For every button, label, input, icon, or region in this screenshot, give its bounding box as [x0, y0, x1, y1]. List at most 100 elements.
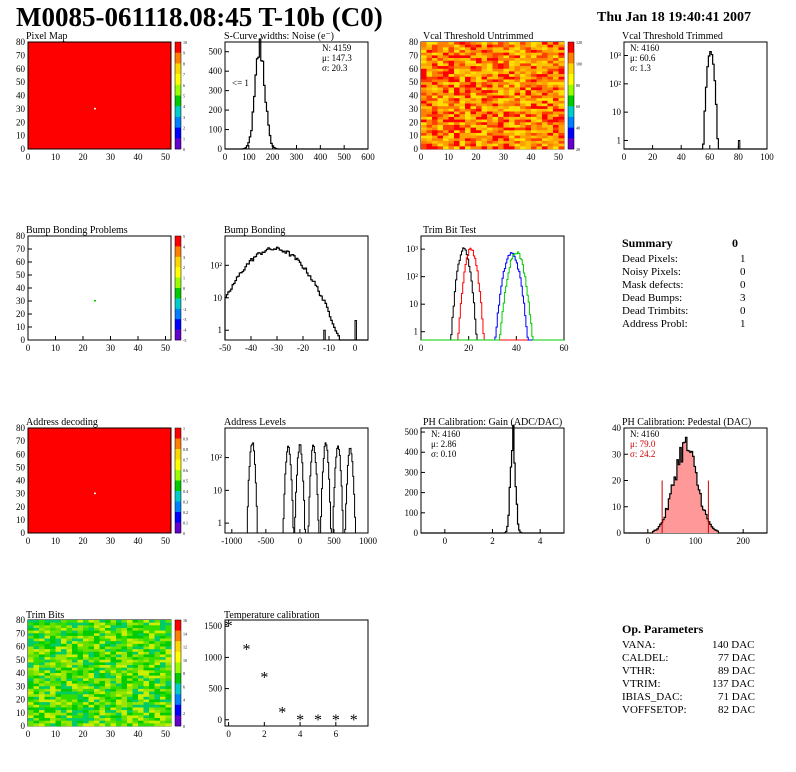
vcal-untrimmed-cell: [459, 103, 466, 107]
vcal-untrimmed-cell: [465, 111, 471, 115]
trim-bits-cell: [61, 723, 67, 727]
vcal-untrimmed-cell: [542, 82, 548, 86]
vcal-untrimmed-cell: [454, 44, 460, 48]
vcal-untrimmed-cell: [542, 132, 548, 136]
trim-bits-cell: [83, 665, 89, 668]
pedestal-ytick-label-3: 30: [612, 449, 622, 459]
trim-bits-cell: [77, 635, 84, 639]
trim-bits-cell: [28, 627, 34, 631]
trim-bits-cell: [149, 662, 155, 666]
address-decoding-xtick-label-5: 50: [161, 536, 171, 546]
vcal-untrimmed-cell: [503, 55, 510, 59]
trim-bits-ytick-label-4: 40: [16, 668, 26, 678]
vcal-untrimmed-cell: [525, 66, 532, 70]
bump-map-palette-label-4: 1: [183, 276, 185, 281]
vcal-untrimmed-cell: [547, 106, 554, 110]
trim-bits-cell: [116, 712, 122, 716]
vcal-untrimmed-cell: [432, 47, 438, 51]
vcal-untrimmed-cell: [509, 106, 515, 110]
summary-label-1: Noisy Pixels:: [622, 266, 681, 278]
trim-bits-cell: [66, 659, 73, 663]
vcal-untrimmed-cell: [437, 103, 444, 107]
trim-bits-cell: [83, 620, 89, 623]
vcal-untrimmed-cell: [426, 124, 433, 128]
vcal-untrimmed-cell: [492, 130, 499, 134]
trim-bits-cell: [116, 704, 122, 708]
pixel-map-xtick-label-5: 50: [161, 152, 171, 162]
trim-bits-cell: [165, 654, 172, 658]
trim-bits-cell: [127, 683, 133, 687]
trim-bits-cell: [88, 633, 95, 637]
trim-bits-cell: [154, 630, 161, 634]
vcal-untrimmed-cell: [558, 116, 565, 120]
trim-bits-cell: [132, 670, 139, 674]
vcal-untrimmed-cell: [525, 60, 532, 64]
trim-bits-cell: [116, 688, 122, 692]
vcal-untrimmed-cell: [421, 98, 427, 102]
vcal-untrimmed-cell: [465, 50, 471, 53]
trim-bits-cell: [149, 630, 155, 634]
trim-bit-test-series-2: [421, 252, 564, 341]
trim-bits-cell: [121, 654, 128, 658]
trim-bits-cell: [55, 718, 62, 721]
vcal-untrimmed-cell: [481, 68, 488, 72]
vcal-untrimmed-cell: [514, 100, 521, 104]
vcal-untrimmed-cell: [514, 55, 521, 59]
trim-bits-cell: [83, 723, 89, 727]
vcal-untrimmed-cell: [481, 87, 488, 91]
vcal-untrimmed-cell: [470, 124, 477, 128]
vcal-untrimmed-cell: [558, 74, 565, 78]
vcal-untrimmed-cell: [465, 58, 471, 62]
trim-bits-cell: [138, 720, 144, 724]
vcal-untrimmed-cell: [481, 58, 488, 62]
trim-bits-cell: [33, 620, 40, 623]
trim-bits-cell: [61, 657, 67, 661]
trim-bits-cell: [50, 683, 56, 687]
trim-bits-cell: [77, 673, 84, 676]
vcal-untrimmed-cell: [426, 135, 433, 139]
vcal-untrimmed-cell: [448, 132, 455, 136]
trim-bits-cell: [55, 720, 62, 724]
trim-bits-cell: [94, 657, 100, 661]
trim-bits-cell: [50, 665, 56, 668]
trim-bits-cell: [143, 630, 150, 634]
trim-bits-cell: [33, 625, 40, 629]
pixel-map-ytick-label-1: 10: [16, 131, 26, 141]
vcal-untrimmed-cell: [503, 52, 510, 56]
trim-bits-cell: [44, 704, 51, 708]
op-value-4: 71 DAC: [718, 691, 755, 703]
trim-bits-cell: [121, 638, 128, 642]
vcal-untrimmed-cell: [536, 143, 543, 147]
vcal-untrimmed-cell: [531, 98, 537, 102]
trim-bits-cell: [28, 670, 34, 674]
trim-bits-cell: [138, 699, 144, 703]
trim-bits-cell: [105, 691, 111, 695]
vcal-untrimmed-cell: [509, 63, 515, 67]
trim-bits-cell: [99, 657, 106, 661]
vcal-untrimmed-cell: [426, 58, 433, 62]
vcal-untrimmed-cell: [547, 74, 554, 78]
trim-bits-cell: [143, 720, 150, 724]
vcal-untrimmed-cell: [448, 71, 455, 75]
trim-bits-cell: [33, 707, 40, 711]
trim-bits-cell: [143, 651, 150, 655]
trim-bits-cell: [149, 686, 155, 690]
vcal-untrimmed-cell: [426, 55, 433, 59]
trim-bits-cell: [165, 683, 172, 687]
vcal-untrimmed-cell: [553, 90, 559, 94]
vcal-untrimmed-cell: [470, 140, 477, 144]
vcal-untrimmed-cell: [465, 60, 471, 64]
trim-bits-cell: [88, 627, 95, 631]
address-levels-title: Address Levels: [224, 417, 286, 428]
vcal-untrimmed-cell: [520, 114, 526, 118]
vcal-untrimmed-cell: [443, 60, 449, 64]
vcal-untrimmed-cell: [470, 135, 477, 139]
bump-bonding-ytick-label-0: 1: [218, 325, 223, 335]
vcal-untrimmed-cell: [454, 42, 460, 45]
vcal-untrimmed-cell: [459, 114, 466, 118]
vcal-untrimmed-cell: [476, 74, 482, 78]
vcal-untrimmed-cell: [432, 100, 438, 104]
address-decoding-palette-label-8: 0.2: [183, 510, 188, 515]
pedestal-xtick-label-1: 100: [689, 536, 703, 546]
vcal-untrimmed-cell: [443, 63, 449, 67]
